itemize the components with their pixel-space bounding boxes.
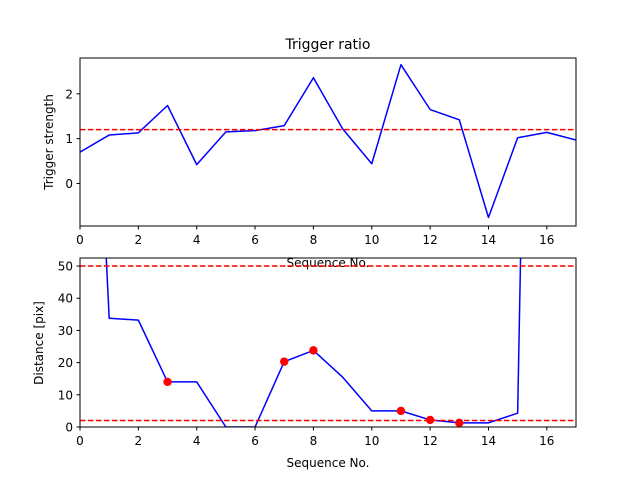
- trigger-ratio-chart: Trigger ratio Trigger strength Sequence …: [42, 37, 577, 270]
- x-tick-label: 2: [135, 434, 143, 448]
- y-tick-label: 40: [58, 292, 73, 306]
- data-point-marker: [396, 406, 406, 416]
- x-tick-label: 6: [251, 233, 259, 247]
- y-axis-label: Trigger strength: [42, 94, 56, 191]
- x-tick-label: 10: [364, 233, 379, 247]
- series-line-0: [80, 63, 576, 219]
- y-tick-label: 1: [65, 132, 73, 146]
- axes-frame: [79, 57, 577, 227]
- x-tick-label: 0: [76, 434, 84, 448]
- plot-area: 0 2 4 6 8 10 12 14 16 0 10 20 30 40 50: [58, 257, 577, 448]
- y-tick-label: 0: [65, 421, 73, 435]
- x-tick-label: 4: [193, 434, 201, 448]
- y-tick-label: 50: [58, 260, 73, 274]
- x-tick-label: 0: [76, 233, 84, 247]
- chart-title: Trigger ratio: [284, 37, 370, 53]
- data-point-marker: [425, 415, 435, 425]
- x-axis-label: Sequence No.: [287, 456, 370, 470]
- y-axis-label: Distance [pix]: [32, 301, 46, 385]
- x-tick-label: 16: [539, 434, 554, 448]
- y-tick-label: 20: [58, 356, 73, 370]
- x-tick-label: 2: [135, 233, 143, 247]
- x-tick-label: 8: [310, 434, 318, 448]
- data-point-marker: [309, 346, 318, 355]
- x-tick-label: 12: [422, 233, 437, 247]
- x-tick-label: 6: [251, 434, 259, 448]
- y-tick-label: 30: [58, 324, 73, 338]
- x-tick-label: 16: [539, 233, 554, 247]
- plot-clip-group: [80, 258, 576, 427]
- y-tick-label: 2: [65, 87, 73, 101]
- axes-frame: [79, 257, 577, 428]
- x-tick-label: 4: [193, 233, 201, 247]
- plot-clip-group: [80, 63, 576, 219]
- data-point-marker: [280, 357, 289, 366]
- x-tick-label: 8: [310, 233, 318, 247]
- y-tick-label: 0: [65, 177, 73, 191]
- x-tick-label: 10: [364, 434, 379, 448]
- data-point-marker: [163, 377, 172, 387]
- distance-chart: Distance [pix] Sequence No. 0 2 4 6 8 10 12 14 1…: [32, 257, 577, 470]
- y-tick-label: 10: [58, 388, 73, 402]
- data-point-marker: [455, 418, 464, 427]
- x-tick-label: 14: [481, 233, 496, 247]
- x-tick-label: 12: [422, 434, 437, 448]
- x-tick-label: 14: [481, 434, 496, 448]
